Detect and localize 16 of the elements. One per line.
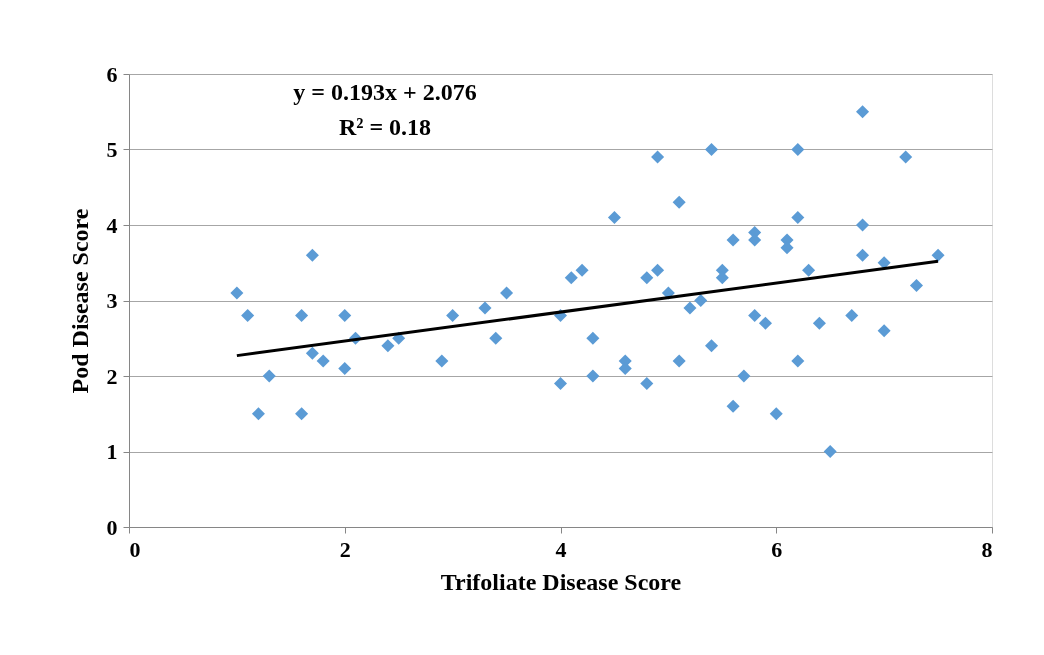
x-tick-label: 8 [981,536,993,562]
x-tick-label: 2 [339,536,351,562]
annotation: y = 0.193x + 2.076 [293,79,477,105]
y-tick-label: 1 [106,439,118,464]
y-axis-title: Pod Disease Score [66,208,93,394]
annotation: R² = 0.18 [338,114,432,140]
x-tick-label: 0 [129,536,141,562]
y-tick-label: 0 [106,514,118,540]
x-axis-title: Trifoliate Disease Score [440,568,682,595]
y-tick-label: 4 [106,212,118,238]
y-tick-label: 5 [106,137,118,162]
y-tick-label: 6 [106,61,118,87]
x-tick-label: 6 [771,536,783,562]
x-tick-label: 4 [555,536,567,562]
y-tick-label: 2 [106,363,118,389]
y-tick-label: 3 [106,288,118,313]
